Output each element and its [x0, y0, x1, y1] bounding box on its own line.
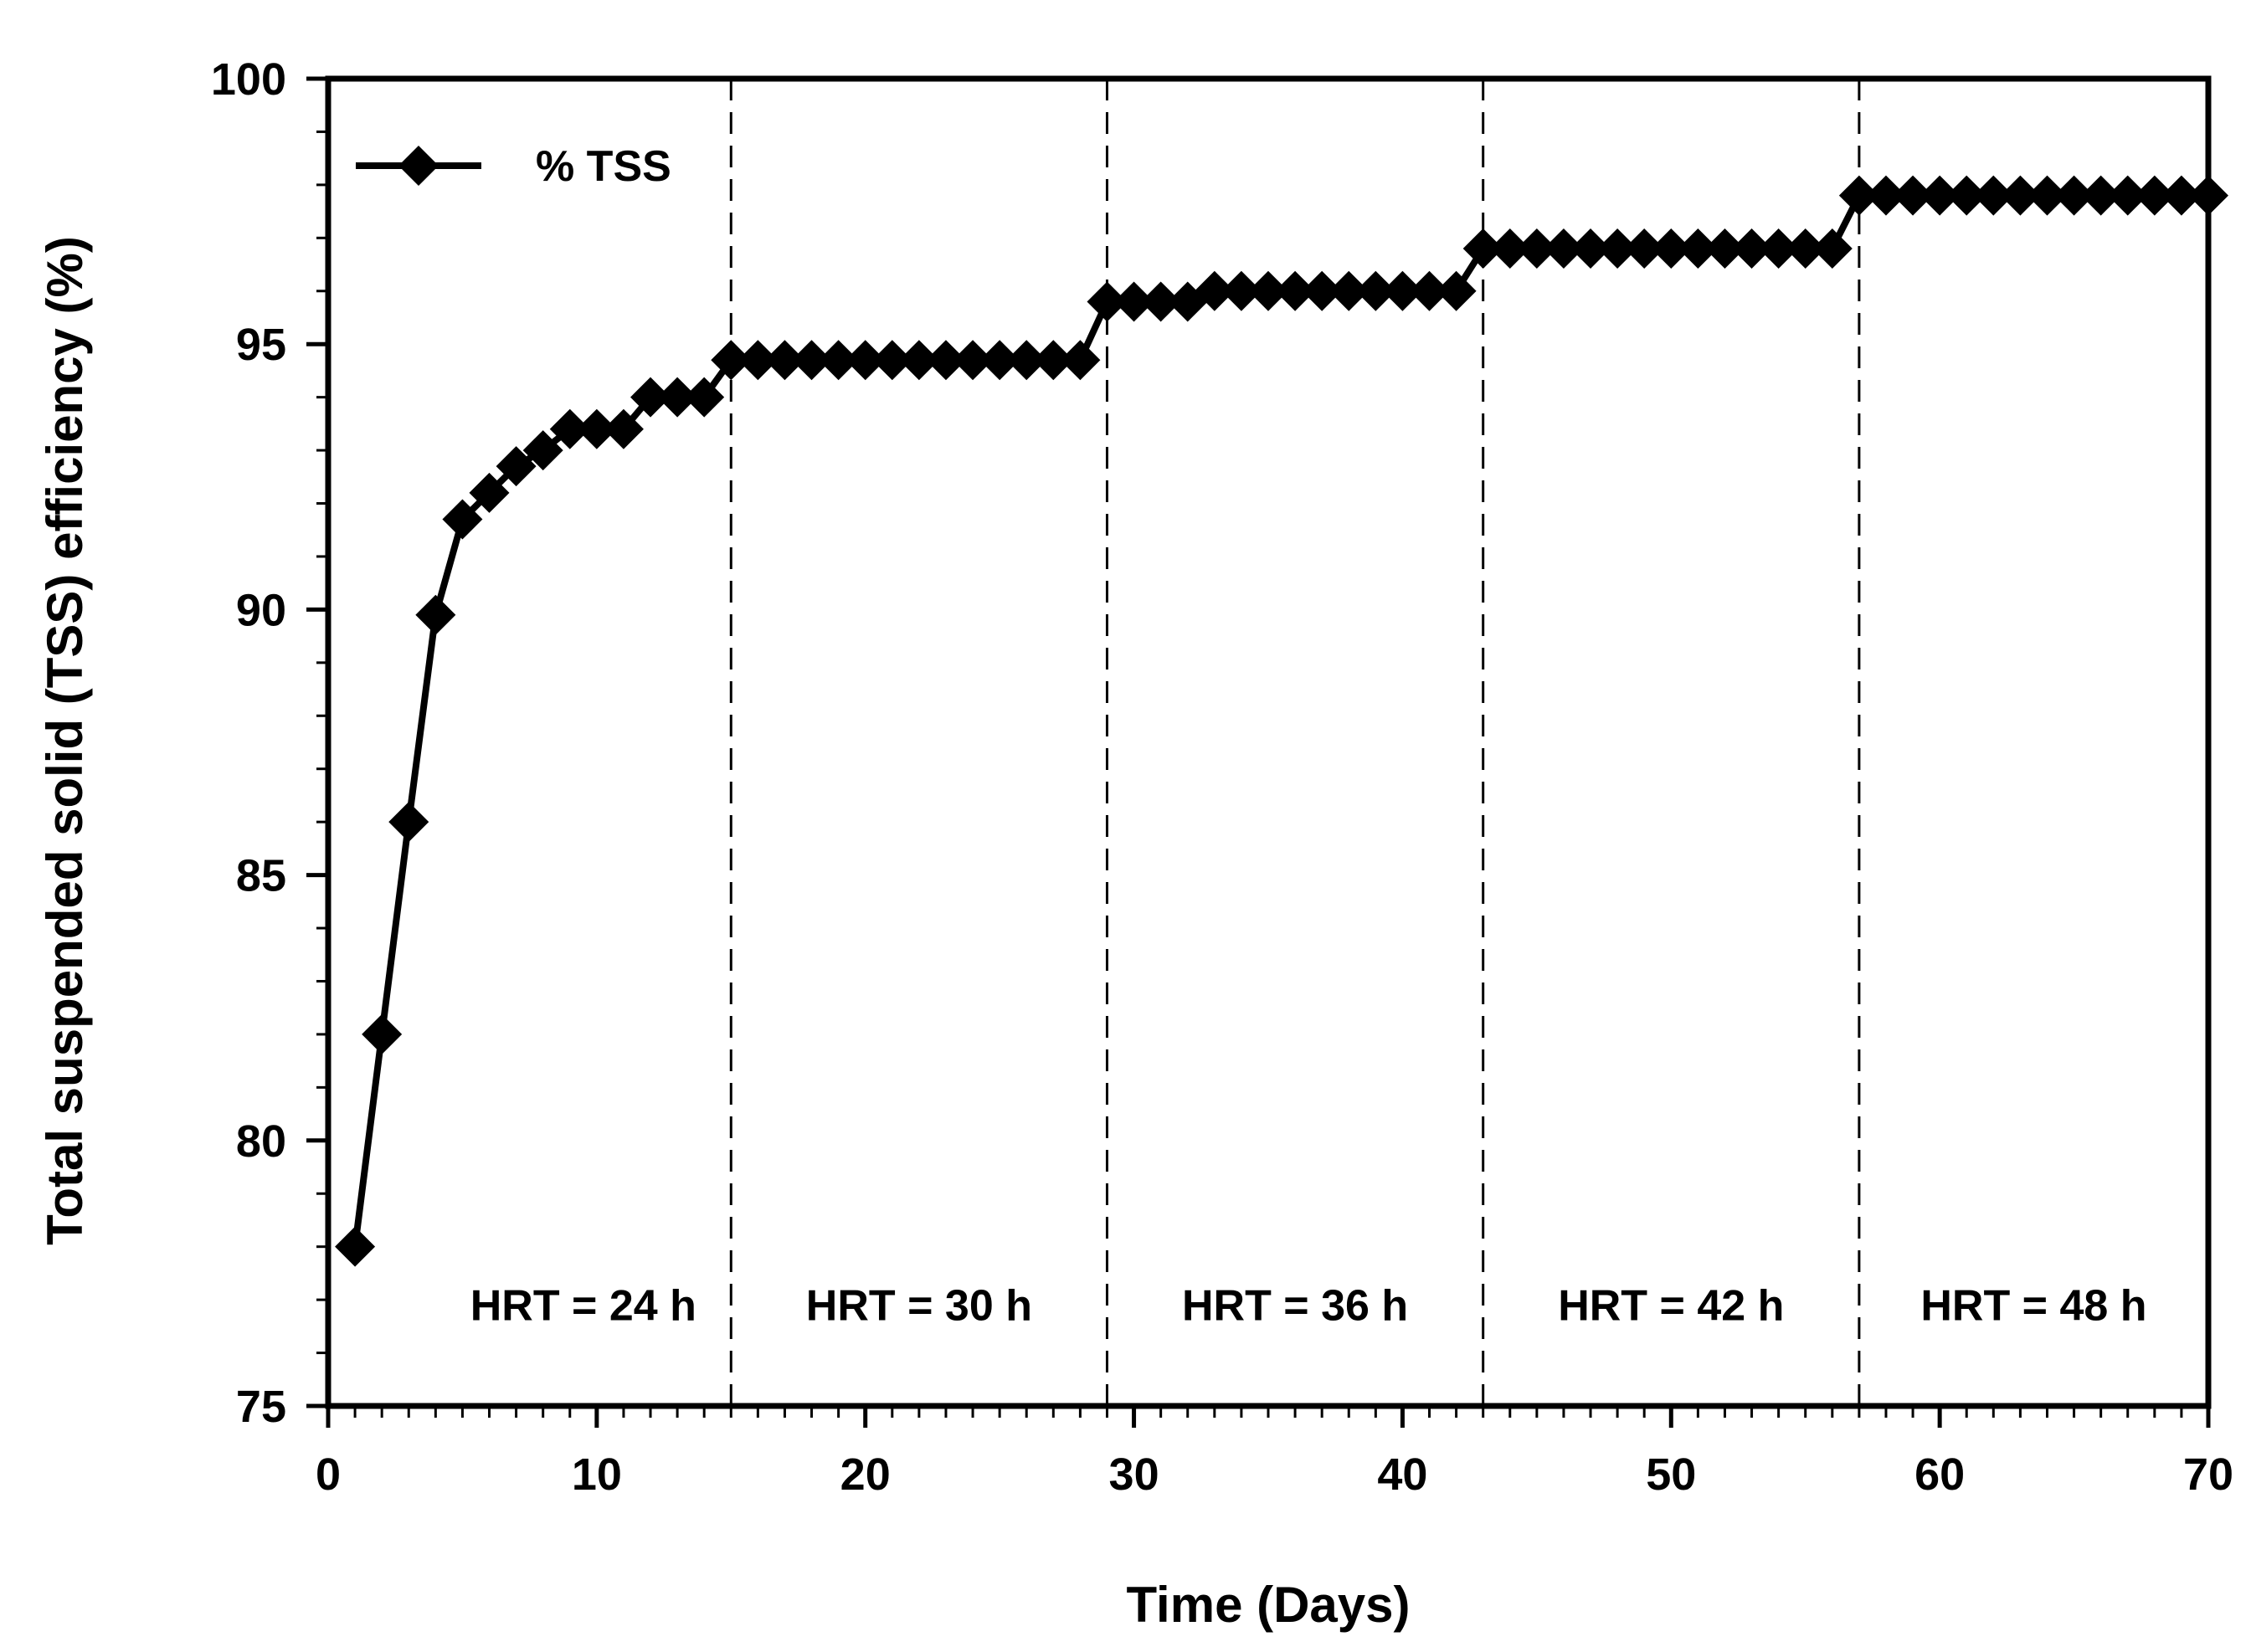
data-point-day-14 [684, 377, 725, 418]
data-point-day-34 [1221, 270, 1262, 311]
y-tick-label-95: 95 [236, 320, 286, 370]
data-point-day-15 [711, 340, 752, 381]
data-point-day-42 [1436, 270, 1477, 311]
data-point-day-44 [1489, 228, 1530, 269]
data-point-day-31 [1140, 281, 1181, 322]
x-tick-label-60: 60 [1914, 1449, 1965, 1500]
data-point-day-47 [1570, 228, 1611, 269]
data-point-day-49 [1624, 228, 1665, 269]
x-tick-label-70: 70 [2183, 1449, 2233, 1500]
data-point-day-25 [979, 340, 1020, 381]
legend: % TSS [356, 142, 671, 191]
x-tick-label-10: 10 [572, 1449, 622, 1500]
data-point-day-5 [442, 499, 483, 540]
data-point-day-65 [2053, 175, 2094, 216]
data-point-day-37 [1302, 270, 1343, 311]
data-point-day-12 [630, 377, 671, 418]
x-tick-label-40: 40 [1377, 1449, 1427, 1500]
region-label-2: HRT = 36 h [1182, 1281, 1408, 1330]
data-point-day-22 [898, 340, 939, 381]
data-point-day-58 [1865, 175, 1906, 216]
legend-marker-diamond-icon [398, 146, 439, 186]
y-axis-title: Total suspended solid (TSS) efficiency (… [37, 236, 93, 1245]
data-point-day-60 [1920, 175, 1961, 216]
series-tss [335, 175, 2228, 1267]
data-point-day-43 [1462, 228, 1503, 269]
y-tick-label-85: 85 [236, 851, 286, 901]
data-point-day-48 [1597, 228, 1638, 269]
data-point-day-50 [1651, 228, 1692, 269]
data-point-day-10 [576, 408, 617, 449]
data-point-day-55 [1785, 228, 1826, 269]
plot-frame [325, 75, 2212, 1409]
data-point-day-4 [415, 594, 456, 635]
data-point-day-17 [764, 340, 805, 381]
y-tick-label-90: 90 [236, 585, 286, 635]
data-point-day-40 [1382, 270, 1423, 311]
data-point-day-57 [1838, 175, 1879, 216]
data-point-day-8 [522, 430, 563, 471]
data-point-day-26 [1006, 340, 1047, 381]
data-point-day-64 [2027, 175, 2068, 216]
data-point-day-24 [953, 340, 994, 381]
region-label-4: HRT = 48 h [1920, 1281, 2146, 1330]
x-tick-label-30: 30 [1109, 1449, 1159, 1500]
data-point-day-20 [845, 340, 886, 381]
region-label-1: HRT = 30 h [806, 1281, 1032, 1330]
x-tick-label-0: 0 [316, 1449, 341, 1500]
data-point-day-1 [335, 1226, 376, 1267]
y-tick-label-80: 80 [236, 1116, 286, 1167]
series-line-0 [352, 192, 2208, 1248]
data-point-day-30 [1113, 281, 1154, 322]
data-point-day-33 [1194, 270, 1235, 311]
region-labels: HRT = 24 h HRT = 30 h HRT = 36 h HRT = 42 h… [470, 1281, 2147, 1330]
data-point-day-18 [791, 340, 832, 381]
data-point-day-59 [1893, 175, 1934, 216]
data-point-day-13 [657, 377, 698, 418]
data-point-day-61 [1946, 175, 1987, 216]
data-point-day-36 [1275, 270, 1316, 311]
data-point-day-54 [1758, 228, 1799, 269]
data-point-day-67 [2107, 175, 2148, 216]
data-point-day-69 [2161, 175, 2202, 216]
data-point-day-21 [871, 340, 912, 381]
y-tick-label-100: 100 [211, 54, 286, 105]
data-point-day-66 [2080, 175, 2121, 216]
data-point-day-38 [1329, 270, 1370, 311]
data-point-day-2 [362, 1013, 403, 1054]
x-axis-title: Time (Days) [1126, 1577, 1410, 1633]
data-point-day-68 [2134, 175, 2175, 216]
data-point-day-35 [1248, 270, 1288, 311]
x-tick-label-20: 20 [840, 1449, 891, 1500]
data-point-day-51 [1678, 228, 1719, 269]
data-point-day-19 [818, 340, 859, 381]
data-point-day-52 [1704, 228, 1745, 269]
data-point-day-16 [737, 340, 779, 381]
data-point-day-3 [388, 802, 429, 843]
region-label-0: HRT = 24 h [470, 1281, 696, 1330]
axis-ticks [306, 76, 2211, 1428]
legend-label: % TSS [536, 142, 671, 191]
data-point-day-29 [1087, 281, 1128, 322]
data-point-day-39 [1355, 270, 1396, 311]
data-point-day-46 [1543, 228, 1584, 269]
data-point-day-63 [2000, 175, 2041, 216]
data-point-day-56 [1812, 228, 1853, 269]
y-tick-label-75: 75 [236, 1382, 286, 1432]
region-label-3: HRT = 42 h [1558, 1281, 1784, 1330]
data-point-day-45 [1516, 228, 1557, 269]
data-point-day-28 [1060, 340, 1101, 381]
data-point-day-27 [1033, 340, 1074, 381]
data-point-day-23 [925, 340, 966, 381]
data-point-day-62 [1973, 175, 2014, 216]
data-point-day-7 [496, 446, 537, 487]
data-point-day-6 [469, 472, 510, 513]
data-point-day-41 [1409, 270, 1450, 311]
tick-labels: 0 10 20 30 40 50 60 70 75 80 85 90 95 100 [211, 54, 2233, 1500]
data-point-day-53 [1731, 228, 1772, 269]
data-point-day-11 [603, 408, 644, 449]
data-point-day-9 [549, 408, 590, 449]
x-tick-label-50: 50 [1646, 1449, 1696, 1500]
